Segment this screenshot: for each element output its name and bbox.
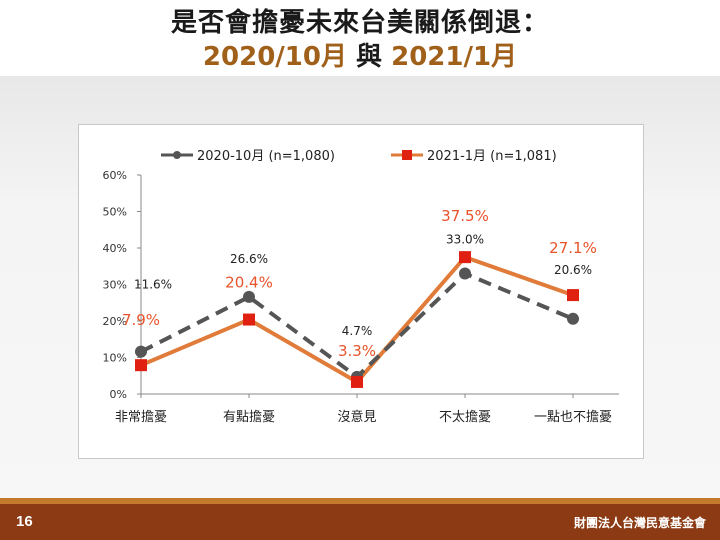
x-tick-label: 不太擔憂	[439, 410, 491, 425]
data-label-2021: 27.1%	[549, 239, 597, 257]
data-label-2021: 20.4%	[225, 274, 273, 292]
x-tick-label: 一點也不擔憂	[534, 410, 612, 425]
title-line-1: 是否會擔憂未來台美關係倒退：	[170, 8, 549, 38]
data-label-2020: 20.6%	[554, 263, 592, 277]
line-chart: 0% 10% 20% 30% 40% 50% 60% 非常擔憂 有點擔憂 沒意見 不太擔憂 一點也不擔…	[103, 149, 619, 425]
y-tick-label: 50%	[103, 206, 127, 219]
data-point-2021	[567, 289, 579, 302]
legend-label-2020: 2020-10月 (n=1,080)	[197, 149, 335, 164]
page-number: 16	[16, 513, 33, 530]
data-point-2021	[459, 251, 471, 264]
data-point-2020	[567, 312, 579, 325]
data-label-2021: 37.5%	[441, 207, 489, 225]
data-point-2020	[135, 345, 147, 358]
y-tick-label: 30%	[103, 279, 127, 292]
x-tick-label: 有點擔憂	[223, 410, 275, 425]
data-label-2020: 33.0%	[446, 233, 484, 247]
title-date-2021: 2021/1月	[391, 42, 518, 72]
data-label-2021: 3.3%	[338, 342, 376, 360]
title-line-2: 2020/10月 與 2021/1月	[0, 40, 720, 74]
data-label-2020: 11.6%	[134, 278, 172, 292]
y-tick-label: 20%	[103, 315, 127, 328]
legend-label-2021: 2021-1月 (n=1,081)	[427, 149, 557, 164]
y-tick-label: 60%	[103, 169, 127, 182]
data-label-2020: 4.7%	[342, 324, 373, 338]
data-label-2021: 7.9%	[122, 311, 160, 329]
x-tick-label: 沒意見	[337, 409, 376, 425]
data-point-2021	[351, 375, 363, 388]
chart-frame: 0% 10% 20% 30% 40% 50% 60% 非常擔憂 有點擔憂 沒意見 不太擔憂 一點也不擔…	[78, 124, 644, 459]
legend-marker-2021	[402, 150, 412, 160]
footer-stripe	[0, 498, 720, 504]
data-point-2021	[135, 359, 147, 372]
y-tick-label: 10%	[103, 352, 127, 365]
x-tick-label: 非常擔憂	[115, 410, 167, 425]
data-label-2020: 26.6%	[230, 252, 268, 266]
data-point-2020	[243, 290, 255, 303]
data-point-2021	[243, 313, 255, 326]
y-tick-label: 40%	[103, 242, 127, 255]
y-tick-label: 0%	[110, 388, 127, 401]
title-date-2020: 2020/10月	[202, 42, 347, 72]
organization-name: 財團法人台灣民意基金會	[573, 516, 706, 530]
data-point-2020	[459, 267, 471, 280]
footer-bar: 16 財團法人台灣民意基金會	[0, 504, 720, 540]
title-conjunction: 與	[356, 42, 383, 72]
slide-title: 是否會擔憂未來台美關係倒退： 2020/10月 與 2021/1月	[0, 6, 720, 74]
legend-marker-2020	[173, 151, 181, 159]
